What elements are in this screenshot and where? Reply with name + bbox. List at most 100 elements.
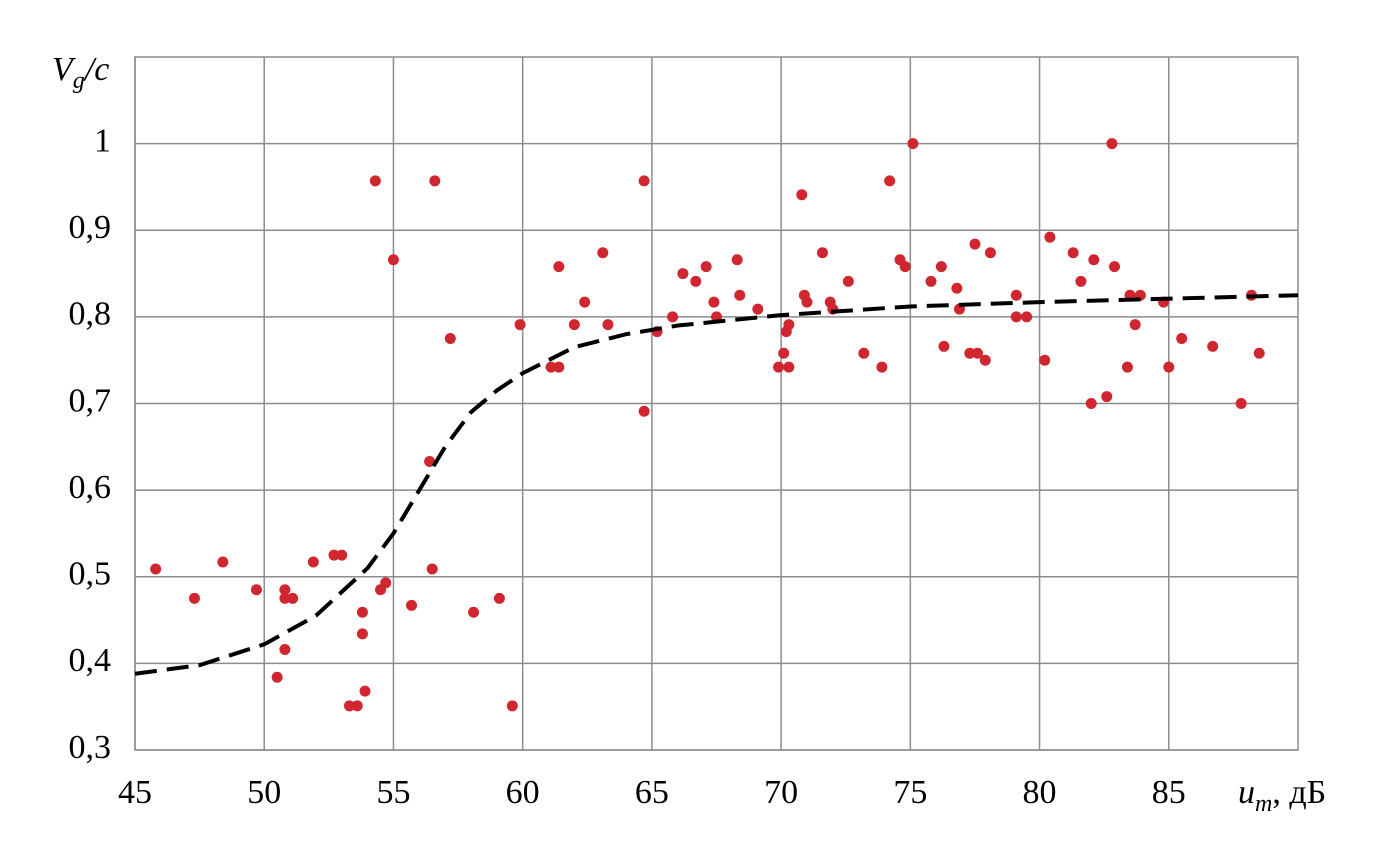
- scatter-point: [426, 563, 438, 575]
- y-tick-label: 0,6: [69, 469, 112, 506]
- scatter-point: [545, 361, 557, 373]
- scatter-point: [553, 361, 565, 373]
- scatter-point: [708, 296, 720, 308]
- scatter-point: [638, 405, 650, 417]
- x-tick-label: 60: [506, 774, 540, 811]
- scatter-point: [468, 606, 480, 618]
- scatter-point: [972, 347, 984, 359]
- scatter-point: [1039, 354, 1051, 366]
- scatter-point: [907, 138, 919, 150]
- scatter-point: [217, 556, 229, 568]
- x-tick-label: 75: [893, 774, 927, 811]
- y-tick-label: 1: [94, 122, 111, 159]
- scatter-point: [935, 261, 947, 273]
- x-tick-label: 55: [376, 774, 410, 811]
- scatter-point: [1176, 333, 1188, 345]
- scatter-point: [677, 268, 689, 280]
- y-axis-label: Vg/c: [52, 51, 109, 94]
- scatter-point: [287, 592, 299, 604]
- scatter-point: [925, 275, 937, 287]
- scatter-point: [951, 282, 963, 294]
- scatter-point: [406, 599, 418, 611]
- scatter-point: [1129, 319, 1141, 331]
- scatter-point: [1106, 138, 1118, 150]
- scatter-point: [700, 261, 712, 273]
- scatter-point: [858, 347, 870, 359]
- scatter-point: [1085, 398, 1097, 409]
- scatter-point: [493, 592, 505, 604]
- x-axis-label: um, дБ: [1238, 774, 1326, 817]
- scatter-point: [984, 247, 996, 259]
- scatter-point: [514, 319, 526, 331]
- scatter-point: [964, 347, 976, 359]
- scatter-point: [579, 296, 591, 308]
- scatter-point: [150, 563, 162, 575]
- scatter-point: [1163, 361, 1175, 373]
- scatter-point: [1075, 275, 1087, 287]
- scatter-point: [369, 175, 381, 187]
- scatter-point: [842, 275, 854, 287]
- scatter-point: [553, 261, 565, 273]
- scatter-point: [1021, 311, 1033, 323]
- scatter-point: [778, 347, 790, 359]
- scatter-point: [1235, 398, 1247, 409]
- y-tick-label: 0,9: [69, 209, 112, 246]
- scatter-point: [1088, 254, 1100, 266]
- scatter-point: [938, 340, 950, 352]
- scatter-point: [1253, 347, 1265, 359]
- x-tick-label: 50: [247, 774, 281, 811]
- scatter-point: [351, 700, 363, 712]
- scatter-point: [979, 354, 991, 366]
- x-tick-label: 65: [635, 774, 669, 811]
- x-tick-label: 80: [1023, 774, 1057, 811]
- scatter-point: [752, 303, 764, 315]
- scatter-point: [1109, 261, 1121, 273]
- y-tick-label: 0,4: [69, 642, 112, 679]
- scatter-point: [734, 289, 746, 301]
- scatter-point: [597, 247, 609, 259]
- y-tick-label: 0,5: [69, 556, 112, 593]
- scatter-point: [1010, 311, 1022, 323]
- scatter-point: [1207, 340, 1219, 352]
- scatter-point: [801, 296, 813, 308]
- scatter-point: [279, 592, 291, 604]
- scatter-point: [279, 584, 291, 596]
- scatter-point: [336, 549, 348, 561]
- scatter-point: [250, 584, 262, 596]
- scatter-point: [690, 275, 702, 287]
- scatter-point: [1010, 289, 1022, 301]
- scatter-point: [773, 361, 785, 373]
- scatter-point: [1121, 361, 1133, 373]
- scatter-point: [1044, 231, 1056, 243]
- scatter-point: [783, 319, 795, 331]
- fit-line: [134, 293, 1299, 676]
- scatter-point: [356, 606, 368, 618]
- scatter-point: [638, 175, 650, 187]
- scatter-point: [568, 319, 580, 331]
- scatter-point: [899, 261, 911, 273]
- scatter-point: [307, 556, 319, 568]
- x-tick-label: 45: [118, 774, 152, 811]
- scatter-point: [188, 592, 200, 604]
- y-tick-label: 0,3: [69, 729, 112, 766]
- scatter-point: [344, 700, 356, 712]
- scatter-point: [356, 628, 368, 640]
- scatter-point: [816, 247, 828, 259]
- scatter-point: [876, 361, 888, 373]
- scatter-point: [884, 175, 896, 187]
- scatter-point: [783, 361, 795, 373]
- scatter-point: [429, 175, 441, 187]
- scatter-point: [1101, 391, 1113, 403]
- x-tick-label: 85: [1152, 774, 1186, 811]
- scatter-point: [387, 254, 399, 266]
- scatter-point: [506, 700, 518, 712]
- y-tick-label: 0,7: [69, 382, 112, 419]
- scatter-point: [359, 685, 371, 697]
- x-tick-label: 70: [764, 774, 798, 811]
- scatter-point: [731, 254, 743, 266]
- scatter-point: [1067, 247, 1079, 259]
- scatter-point: [796, 189, 808, 201]
- scatter-point: [271, 671, 283, 683]
- scatter-point: [380, 577, 392, 589]
